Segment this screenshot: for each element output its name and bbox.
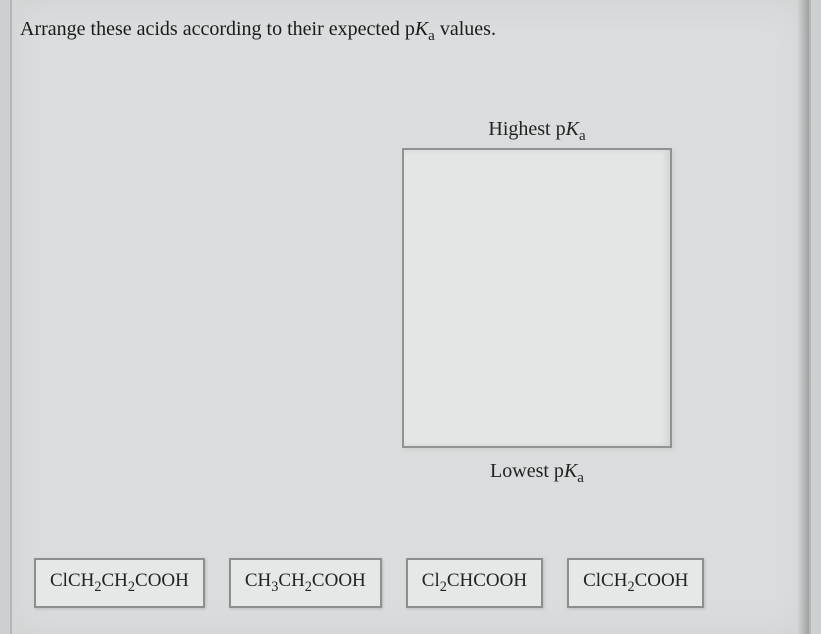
formula-seg: CH bbox=[278, 570, 304, 591]
prompt-K: K bbox=[415, 18, 428, 40]
formula-seg: COOH bbox=[135, 570, 189, 591]
answer-tile-3[interactable]: Cl2CHCOOH bbox=[406, 558, 543, 608]
formula-sub: 2 bbox=[305, 579, 312, 595]
formula-sub: 2 bbox=[440, 579, 447, 595]
top-label-K: K bbox=[566, 118, 579, 140]
answer-tile-4[interactable]: ClCH2COOH bbox=[567, 558, 704, 608]
formula-seg: ClCH bbox=[50, 570, 94, 591]
formula-seg: CH bbox=[245, 570, 271, 591]
formula-seg: ClCH bbox=[583, 570, 627, 591]
bottom-label-K: K bbox=[564, 460, 577, 482]
prompt-text-prefix: Arrange these acids according to their e… bbox=[20, 18, 415, 40]
formula-seg: CHCOOH bbox=[447, 570, 527, 591]
formula-sub: 2 bbox=[627, 579, 634, 595]
panel-edge-shadow bbox=[797, 0, 809, 634]
prompt-text-suffix: values. bbox=[435, 18, 496, 40]
formula-sub: 2 bbox=[128, 579, 135, 595]
formula-seg: CH bbox=[101, 570, 127, 591]
answer-bank: ClCH2CH2COOH CH3CH2COOH Cl2CHCOOH ClCH2C… bbox=[34, 558, 787, 608]
formula-seg: Cl bbox=[422, 570, 440, 591]
top-label-prefix: Highest p bbox=[488, 118, 565, 140]
question-prompt: Arrange these acids according to their e… bbox=[20, 18, 496, 45]
prompt-sub: a bbox=[428, 28, 435, 44]
bottom-label-prefix: Lowest p bbox=[490, 460, 564, 482]
question-panel: Arrange these acids according to their e… bbox=[10, 0, 811, 634]
bottom-label-sub: a bbox=[577, 470, 584, 486]
answer-tile-1[interactable]: ClCH2CH2COOH bbox=[34, 558, 205, 608]
ranking-drop-zone[interactable] bbox=[402, 148, 672, 448]
top-label-sub: a bbox=[579, 128, 586, 144]
answer-tile-2[interactable]: CH3CH2COOH bbox=[229, 558, 382, 608]
formula-seg: COOH bbox=[312, 570, 366, 591]
highest-pka-label: Highest pKa bbox=[402, 118, 672, 145]
formula-seg: COOH bbox=[635, 570, 689, 591]
lowest-pka-label: Lowest pKa bbox=[402, 460, 672, 487]
